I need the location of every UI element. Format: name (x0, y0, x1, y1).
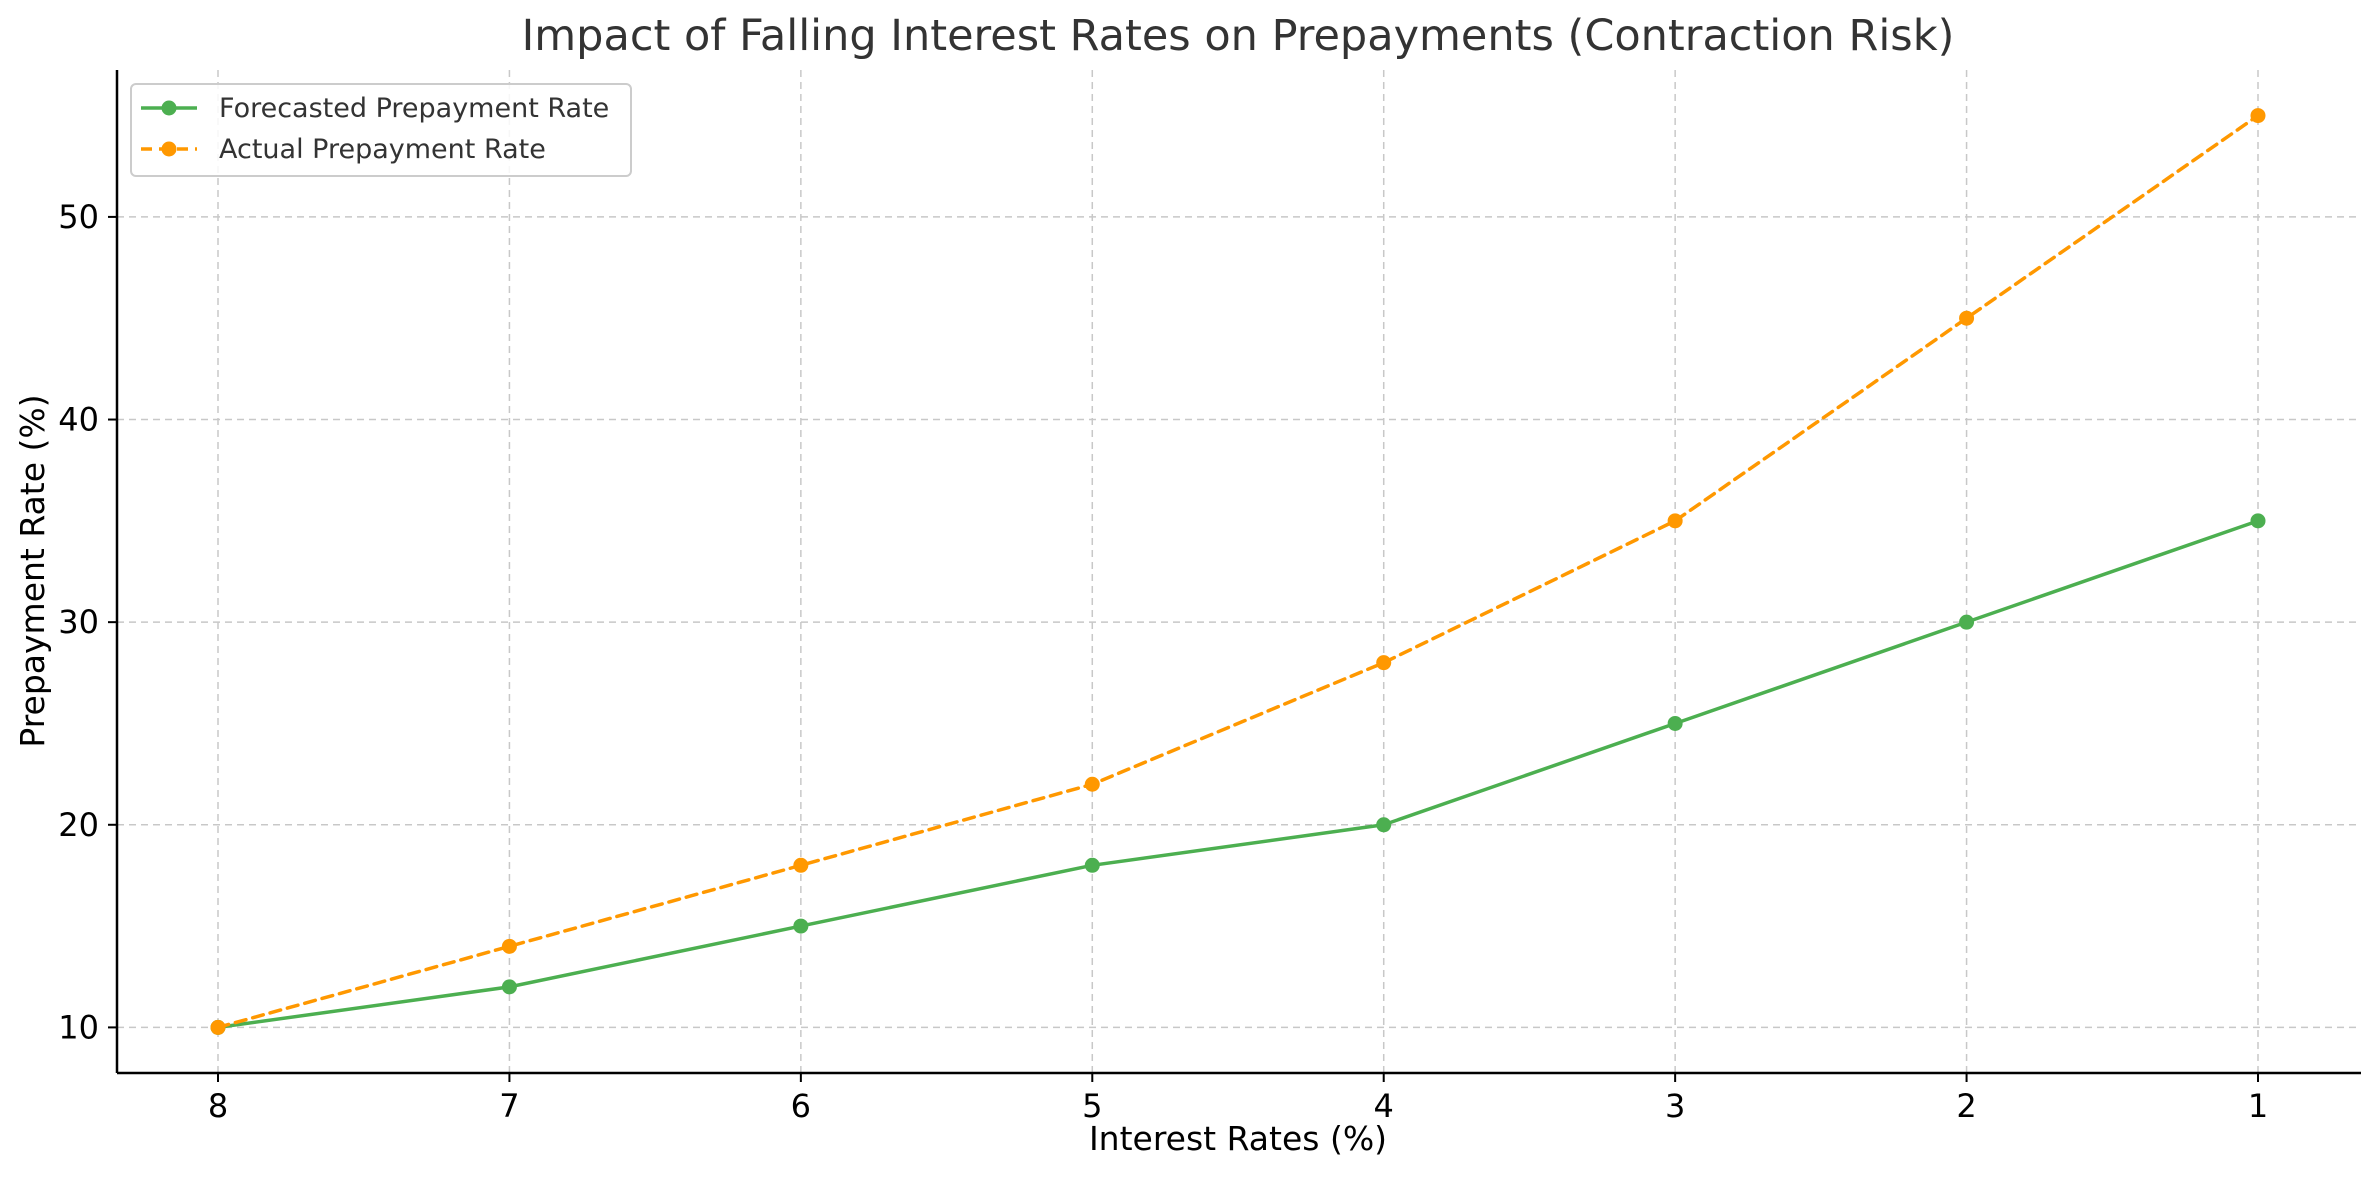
series-forecasted (210, 513, 2266, 1035)
data-point (1376, 817, 1392, 833)
x-tick-label: 1 (2248, 1087, 2268, 1125)
data-point (1376, 655, 1392, 671)
legend-items: Forecasted Prepayment Rate Actual Prepaym… (141, 93, 609, 165)
data-point (1084, 776, 1100, 792)
series-actual (210, 108, 2266, 1035)
x-axis-ticks: 8 7 6 5 4 3 2 1 (208, 1073, 2268, 1125)
y-axis-label: Prepayment Rate (%) (13, 394, 52, 747)
legend-label: Actual Prepayment Rate (219, 134, 546, 165)
data-point (1959, 614, 1975, 630)
x-tick-label: 6 (791, 1087, 811, 1125)
legend: Forecasted Prepayment Rate Actual Prepaym… (130, 83, 632, 177)
x-tick-label: 2 (1956, 1087, 1976, 1125)
data-point (2250, 513, 2266, 529)
legend-item: Forecasted Prepayment Rate (141, 93, 609, 124)
x-tick-label: 4 (1374, 1087, 1394, 1125)
y-tick-label: 10 (58, 1008, 99, 1046)
x-axis-label: Interest Rates (%) (1089, 1119, 1387, 1158)
legend-swatch-marker (161, 141, 177, 157)
data-point (1667, 513, 1683, 529)
data-point (1959, 310, 1975, 326)
data-point (1667, 715, 1683, 731)
legend-swatch-marker (161, 100, 177, 116)
legend-label: Forecasted Prepayment Rate (219, 93, 609, 124)
data-point (1084, 857, 1100, 873)
data-point (2250, 108, 2266, 124)
grid-lines (117, 70, 2361, 1073)
chart-title: Impact of Falling Interest Rates on Prep… (522, 11, 1955, 61)
legend-box (130, 83, 632, 177)
x-tick-label: 3 (1665, 1087, 1685, 1125)
series-line (216, 519, 2260, 1030)
series-line (216, 113, 2260, 1030)
data-point (793, 918, 809, 934)
y-tick-label: 20 (58, 806, 99, 844)
x-tick-label: 7 (499, 1087, 519, 1125)
x-tick-label: 5 (1082, 1087, 1102, 1125)
legend-item: Actual Prepayment Rate (141, 134, 546, 165)
y-tick-label: 30 (58, 603, 99, 641)
y-axis-ticks: 10 20 30 40 50 (58, 198, 117, 1046)
data-point (793, 857, 809, 873)
axes (115, 70, 2361, 1075)
data-point (501, 938, 517, 954)
data-point (501, 979, 517, 995)
y-tick-label: 50 (58, 198, 99, 236)
series-layer (210, 108, 2266, 1035)
x-tick-label: 8 (208, 1087, 228, 1125)
y-tick-label: 40 (58, 401, 99, 439)
data-point (210, 1019, 226, 1035)
